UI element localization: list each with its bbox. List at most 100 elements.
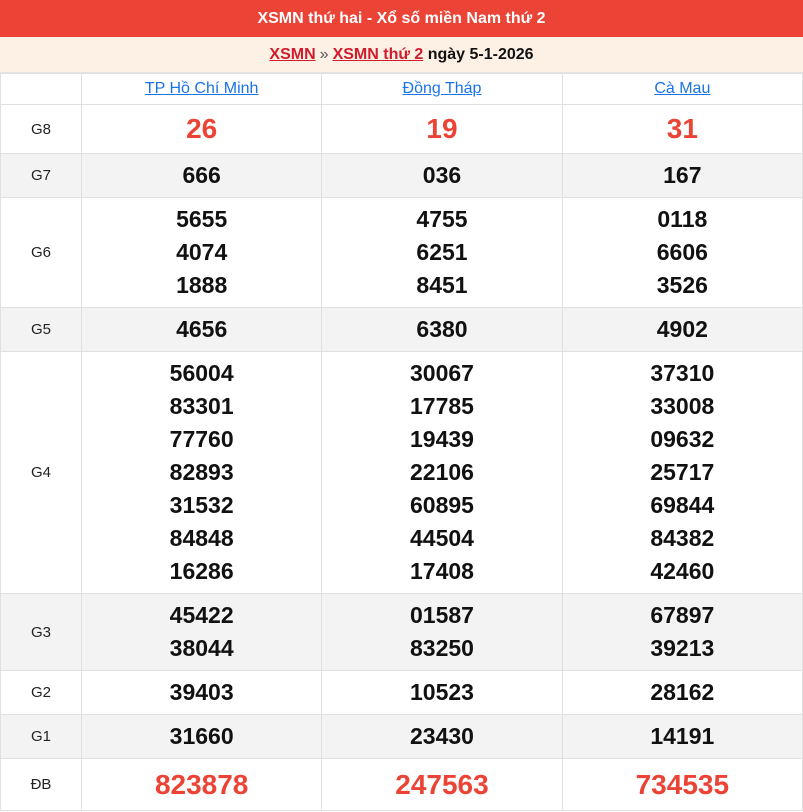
prize-number: 3526 <box>656 272 708 298</box>
prize-cell: 39403 <box>80 670 323 715</box>
prize-number: 67897 <box>650 602 715 628</box>
prize-number: 247563 <box>395 768 489 800</box>
prize-row-g2: G2 39403 10523 28162 <box>0 670 803 715</box>
prize-cell: 4656 <box>80 307 323 352</box>
prize-number: 23430 <box>410 723 474 749</box>
prize-number: 31532 <box>169 492 234 518</box>
prize-number: 6380 <box>416 316 468 342</box>
prize-label: G7 <box>0 153 82 198</box>
page-title: XSMN thứ hai - Xổ số miền Nam thứ 2 <box>0 0 803 37</box>
prize-row-g4: G4 56004 83301 77760 82893 31532 84848 16286 300… <box>0 351 803 594</box>
prize-number: 167 <box>663 162 702 188</box>
prize-cell: 01587 83250 <box>321 593 563 671</box>
prize-number: 4755 <box>416 206 468 232</box>
prize-number: 38044 <box>169 635 234 661</box>
prize-number: 6251 <box>416 239 468 265</box>
province-header: Cà Mau <box>561 73 803 105</box>
prize-label: G8 <box>0 104 82 154</box>
prize-label: G6 <box>0 197 82 308</box>
province-link[interactable]: Cà Mau <box>654 80 711 97</box>
prize-cell: 247563 <box>321 758 563 811</box>
prize-cell: 67897 39213 <box>561 593 803 671</box>
prize-number: 19439 <box>410 426 474 452</box>
prize-cell: 167 <box>561 153 803 198</box>
prize-label: G1 <box>0 714 82 759</box>
prize-number: 16286 <box>169 558 234 584</box>
prize-label: G3 <box>0 593 82 671</box>
prize-number: 39403 <box>169 679 234 705</box>
prize-number: 84848 <box>169 525 234 551</box>
prize-number: 31 <box>666 113 698 144</box>
prize-cell: 823878 <box>80 758 323 811</box>
prize-cell: 45422 38044 <box>80 593 323 671</box>
prize-number: 4074 <box>176 239 228 265</box>
prize-cell: 036 <box>321 153 563 198</box>
prize-number: 77760 <box>169 426 234 452</box>
prize-cell: 26 <box>80 104 323 154</box>
prize-cell: 30067 17785 19439 22106 60895 44504 17408 <box>321 351 563 594</box>
prize-cell: 14191 <box>561 714 803 759</box>
prize-number: 8451 <box>416 272 468 298</box>
prize-cell: 4755 6251 8451 <box>321 197 563 308</box>
prize-number: 82893 <box>169 459 234 485</box>
prize-cell: 28162 <box>561 670 803 715</box>
province-header-row: TP Hồ Chí Minh Đồng Tháp Cà Mau <box>0 73 803 105</box>
prize-number: 823878 <box>154 768 249 800</box>
prize-label: ĐB <box>0 758 82 811</box>
prize-number: 83250 <box>410 635 474 661</box>
prize-cell: 31 <box>561 104 803 154</box>
prize-number: 56004 <box>169 360 234 386</box>
prize-cell: 56004 83301 77760 82893 31532 84848 16286 <box>80 351 323 594</box>
prize-number: 5655 <box>176 206 228 232</box>
prize-label: G5 <box>0 307 82 352</box>
prize-cell: 666 <box>80 153 323 198</box>
prize-cell: 0118 6606 3526 <box>561 197 803 308</box>
breadcrumb-xsmn-link[interactable]: XSMN <box>269 46 316 63</box>
prize-number: 4902 <box>656 316 708 342</box>
prize-cell: 31660 <box>80 714 323 759</box>
province-header: Đồng Tháp <box>321 73 563 105</box>
prize-number: 22106 <box>410 459 474 485</box>
prize-number: 69844 <box>650 492 715 518</box>
province-link[interactable]: TP Hồ Chí Minh <box>144 80 259 97</box>
prize-number: 17408 <box>410 558 474 584</box>
prize-cell: 6380 <box>321 307 563 352</box>
prize-number: 09632 <box>650 426 715 452</box>
corner-cell <box>0 73 82 105</box>
prize-cell: 10523 <box>321 670 563 715</box>
prize-number: 83301 <box>169 393 234 419</box>
breadcrumb: XSMN» XSMN thứ 2 ngày 5-1-2026 <box>0 37 803 73</box>
prize-row-g1: G1 31660 23430 14191 <box>0 714 803 759</box>
prize-cell: 37310 33008 09632 25717 69844 84382 42460 <box>561 351 803 594</box>
province-link[interactable]: Đồng Tháp <box>402 80 482 97</box>
prize-number: 37310 <box>650 360 715 386</box>
prize-number: 17785 <box>410 393 474 419</box>
prize-number: 4656 <box>176 316 228 342</box>
prize-number: 30067 <box>410 360 474 386</box>
breadcrumb-separator: » <box>319 46 329 63</box>
prize-row-g7: G7 666 036 167 <box>0 153 803 198</box>
prize-number: 14191 <box>650 723 715 749</box>
prize-number: 33008 <box>650 393 715 419</box>
prize-number: 42460 <box>650 558 715 584</box>
breadcrumb-date: ngày 5-1-2026 <box>427 46 534 63</box>
prize-number: 45422 <box>169 602 234 628</box>
prize-number: 44504 <box>410 525 474 551</box>
province-header: TP Hồ Chí Minh <box>80 73 323 105</box>
prize-cell: 734535 <box>561 758 803 811</box>
prize-number: 666 <box>182 162 221 188</box>
prize-number: 84382 <box>650 525 715 551</box>
prize-number: 39213 <box>650 635 715 661</box>
prize-number: 6606 <box>656 239 708 265</box>
results-table: TP Hồ Chí Minh Đồng Tháp Cà Mau G8 26 19 31… <box>0 73 803 811</box>
prize-number: 19 <box>426 113 458 144</box>
prize-number: 036 <box>422 162 462 188</box>
breadcrumb-xsmn-thu2-link[interactable]: XSMN thứ 2 <box>332 46 424 63</box>
prize-number: 28162 <box>650 679 715 705</box>
prize-cell: 23430 <box>321 714 563 759</box>
prize-number: 60895 <box>410 492 474 518</box>
prize-number: 734535 <box>635 768 730 800</box>
prize-label: G2 <box>0 670 82 715</box>
prize-number: 0118 <box>657 206 708 232</box>
prize-cell: 4902 <box>561 307 803 352</box>
